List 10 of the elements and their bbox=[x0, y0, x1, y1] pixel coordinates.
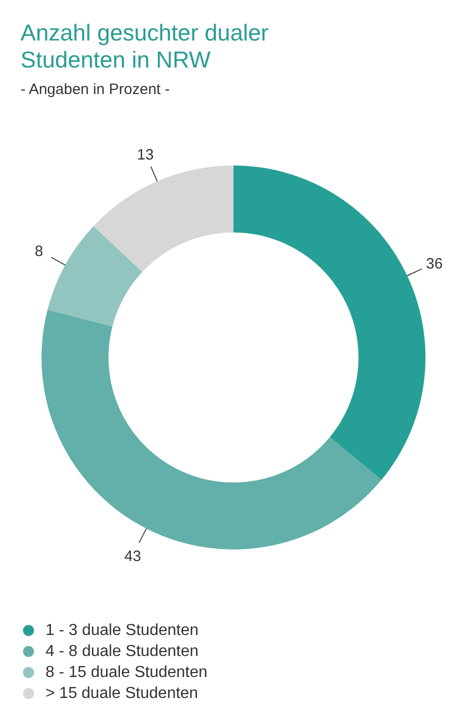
data-label: 8 bbox=[34, 243, 44, 260]
data-label: 36 bbox=[426, 255, 443, 272]
chart-subtitle: - Angaben in Prozent - bbox=[20, 81, 170, 98]
chart-title: Anzahl gesuchter dualer Studenten in NRW bbox=[20, 20, 269, 72]
legend-label: 8 - 15 duale Studenten bbox=[46, 664, 208, 681]
legend-label: 4 - 8 duale Studenten bbox=[46, 643, 199, 660]
legend-label: 1 - 3 duale Studenten bbox=[46, 622, 199, 639]
data-label: 13 bbox=[136, 146, 154, 164]
data-label: 43 bbox=[124, 548, 142, 565]
legend-label: > 15 duale Studenten bbox=[46, 685, 198, 702]
